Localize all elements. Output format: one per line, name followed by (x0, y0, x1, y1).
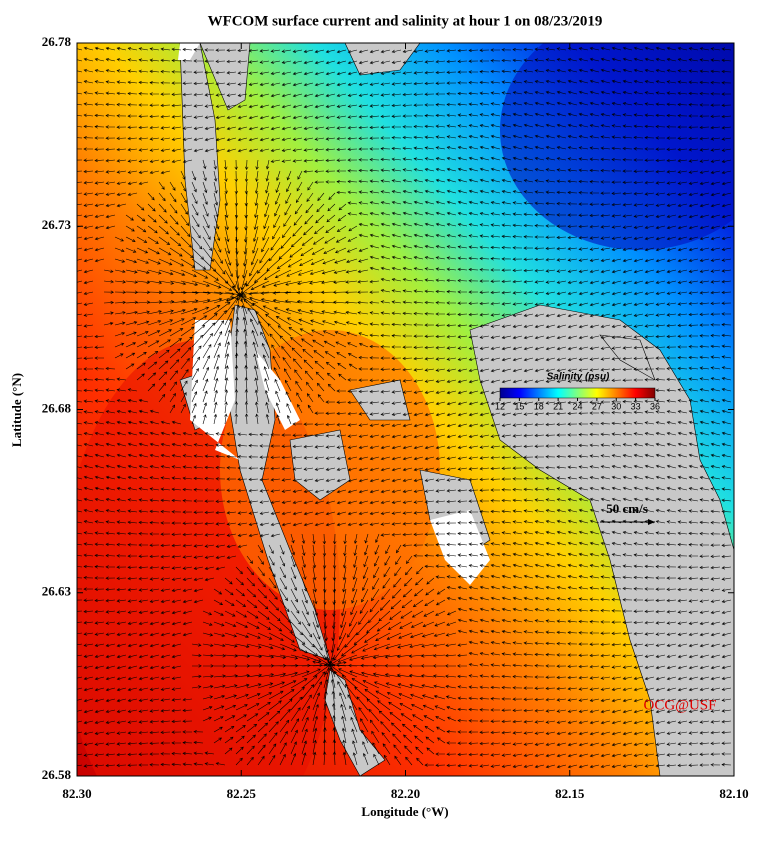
colorbar-tick-label: 24 (572, 401, 582, 411)
colorbar-tick-label: 36 (650, 401, 660, 411)
colorbar-tick-label: 21 (553, 401, 563, 411)
colorbar-tick-label: 33 (631, 401, 641, 411)
x-tick-label: 82.10 (719, 786, 748, 801)
y-tick-label: 26.58 (42, 767, 72, 782)
colorbar-label: Salinity (psu) (547, 372, 610, 383)
y-tick-label: 26.68 (42, 400, 72, 415)
vector-scale-arrowhead (648, 519, 655, 525)
colorbar-tick-label: 30 (611, 401, 621, 411)
map-title: WFCOM surface current and salinity at ho… (208, 13, 603, 29)
x-tick-label: 82.25 (227, 786, 257, 801)
y-tick-label: 26.78 (42, 34, 72, 49)
current-vector-field (77, 46, 732, 769)
map-area (77, 43, 734, 776)
colorbar-tick-label: 12 (495, 401, 505, 411)
x-tick-label: 82.20 (391, 786, 420, 801)
credit: OCG@USF (643, 697, 716, 713)
colorbar-tick-label: 27 (592, 401, 602, 411)
y-tick-label: 26.73 (42, 217, 72, 232)
vector-scale-label: 50 cm/s (606, 501, 648, 516)
colorbar-tick-label: 15 (514, 401, 524, 411)
salinity-field (500, 43, 734, 250)
y-tick-label: 26.63 (42, 584, 72, 599)
colorbar-tick-label: 18 (534, 401, 544, 411)
x-tick-label: 82.30 (62, 786, 91, 801)
current-vectors (77, 46, 732, 769)
colorbar (499, 387, 656, 399)
x-tick-label: 82.15 (555, 786, 585, 801)
y-axis-label: Latitude (°N) (9, 373, 24, 447)
x-axis-label: Longitude (°W) (361, 804, 448, 819)
